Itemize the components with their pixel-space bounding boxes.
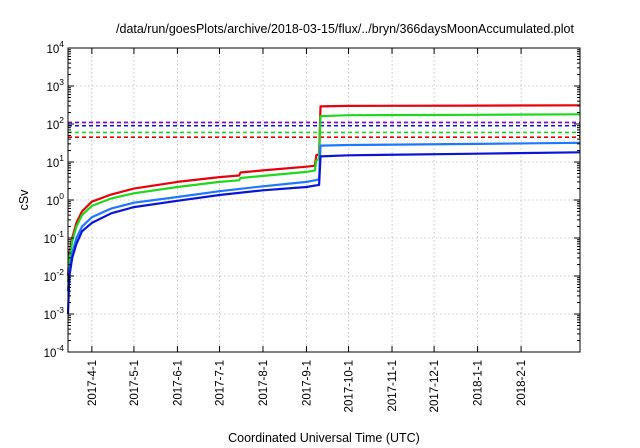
x-tick-label: 2017-12-1 bbox=[429, 360, 441, 412]
x-tick-label: 2018-1-1 bbox=[473, 360, 485, 406]
chart-title: /data/run/goesPlots/archive/2018-03-15/f… bbox=[116, 22, 574, 36]
x-tick-label: 2017-10-1 bbox=[344, 360, 356, 412]
y-tick-label: 104 bbox=[46, 39, 64, 56]
x-tick-label: 2017-8-1 bbox=[258, 360, 270, 406]
reference-lines bbox=[68, 121, 580, 138]
y-tick-labels: 10-4 10-3 10-2 10-1 100 101 102 103 104 bbox=[44, 39, 65, 360]
y-tick-label: 103 bbox=[46, 77, 64, 94]
x-tick-label: 2017-4-1 bbox=[87, 360, 99, 406]
y-tick-label: 10-2 bbox=[44, 267, 65, 284]
y-tick-label: 10-3 bbox=[44, 305, 65, 322]
y-tick-label: 10-4 bbox=[44, 343, 65, 360]
x-tick-label: 2018-2-1 bbox=[516, 360, 528, 406]
series-line bbox=[66, 151, 581, 315]
grid bbox=[68, 48, 580, 352]
series-line bbox=[66, 141, 581, 292]
x-tick-label: 2017-7-1 bbox=[214, 360, 226, 406]
x-tick-label: 2017-9-1 bbox=[301, 360, 313, 406]
series-lines bbox=[66, 104, 581, 315]
y-tick-label: 102 bbox=[46, 115, 64, 132]
axis-ticks bbox=[68, 47, 580, 353]
y-tick-label: 101 bbox=[46, 153, 64, 170]
y-axis-label: cSv bbox=[17, 189, 31, 211]
x-tick-label: 2017-5-1 bbox=[129, 360, 141, 406]
x-tick-label: 2017-11-1 bbox=[387, 360, 399, 412]
x-tick-label: 2017-6-1 bbox=[172, 360, 184, 406]
x-tick-labels: 2017-4-1 2017-5-1 2017-6-1 2017-7-1 2017-8-1… bbox=[87, 360, 528, 412]
x-axis-label: Coordinated Universal Time (UTC) bbox=[228, 431, 420, 445]
y-tick-label: 10-1 bbox=[44, 229, 65, 246]
y-tick-label: 100 bbox=[46, 191, 64, 208]
series-line bbox=[66, 113, 581, 282]
